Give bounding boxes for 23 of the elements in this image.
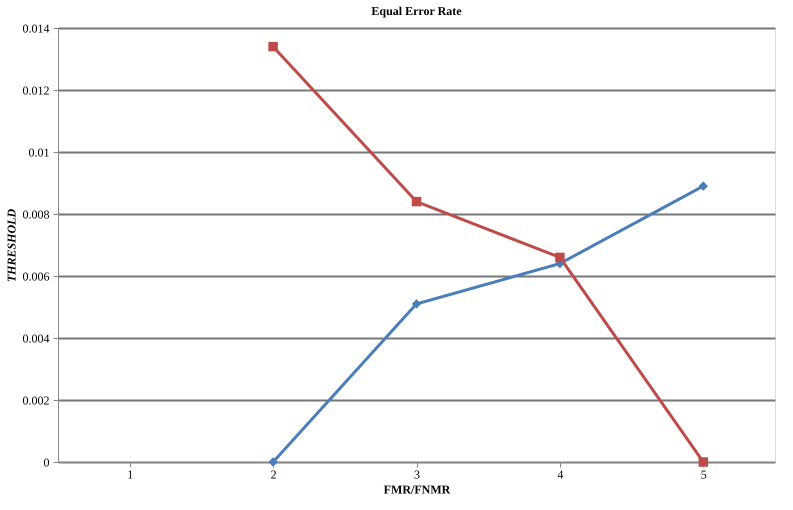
x-tick-label: 1 <box>127 468 134 482</box>
y-tick-label: 0.012 <box>22 84 50 98</box>
point <box>555 252 565 262</box>
y-tick-label: 0.002 <box>22 394 50 408</box>
point <box>268 42 278 52</box>
point <box>268 457 278 467</box>
y-axis-title: THRESHOLD <box>4 208 18 282</box>
chart-title: Equal Error Rate <box>371 4 462 18</box>
y-tick-label: 0.006 <box>22 270 50 284</box>
y-tick-label: 0.008 <box>22 208 50 222</box>
x-tick-label: 3 <box>414 468 420 482</box>
x-tick-label: 2 <box>270 468 277 482</box>
point <box>412 299 422 309</box>
y-tick-label: 0.01 <box>28 146 50 160</box>
point <box>698 181 708 191</box>
x-tick-label: 5 <box>700 468 707 482</box>
point <box>698 457 708 467</box>
x-tick-label: 4 <box>557 468 564 482</box>
y-tick-label: 0.004 <box>22 332 50 346</box>
y-tick-label: 0 <box>44 456 50 470</box>
x-axis-title: FMR/FNMR <box>384 482 451 496</box>
y-tick-label: 0.014 <box>22 22 50 36</box>
point <box>412 196 422 206</box>
